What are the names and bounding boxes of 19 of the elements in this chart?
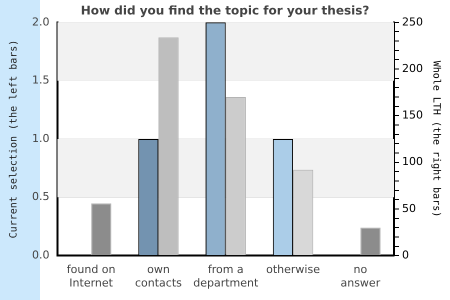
y-axis-title: Current selection (the left bars) bbox=[8, 40, 20, 238]
y-tick-label: 0.5 bbox=[32, 190, 50, 204]
y2-tick-label: 250 bbox=[402, 15, 424, 28]
x-tick-label: otherwise bbox=[266, 263, 320, 276]
y-tick-label: 1.5 bbox=[32, 74, 50, 87]
y2-tick-label: 150 bbox=[402, 108, 424, 122]
x-tick-label: from a department bbox=[193, 263, 259, 290]
chart-title: How did you find the topic for your thesis? bbox=[80, 3, 370, 18]
x-tick-label: own contacts bbox=[134, 263, 182, 290]
x-tick-label: found on Internet bbox=[66, 263, 116, 290]
y-tick-label: 0.0 bbox=[32, 248, 50, 262]
y-tick-label: 1.0 bbox=[32, 132, 50, 145]
y2-tick-label: 50 bbox=[402, 202, 416, 215]
y-tick-label: 2.0 bbox=[32, 15, 50, 28]
y2-tick-label: 100 bbox=[402, 155, 424, 168]
x-tick-label: no answer bbox=[340, 263, 381, 290]
y2-tick-label: 200 bbox=[402, 62, 424, 75]
y2-tick-label: 0 bbox=[402, 248, 410, 262]
y2-axis-title: Whole LTH (the right bars) bbox=[430, 60, 442, 218]
